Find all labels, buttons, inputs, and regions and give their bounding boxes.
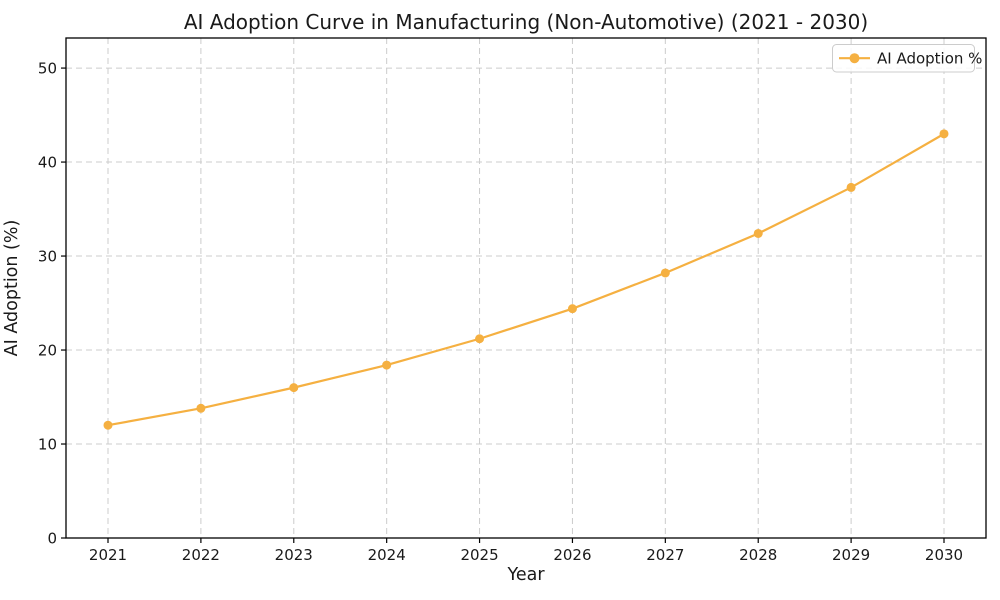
data-point (196, 403, 206, 413)
data-point (103, 420, 113, 430)
data-point (289, 383, 299, 393)
x-tick-label: 2027 (646, 546, 684, 564)
x-tick-label: 2024 (368, 546, 406, 564)
data-point (846, 182, 856, 192)
y-tick-label: 30 (38, 248, 57, 266)
y-tick-label: 50 (38, 60, 57, 78)
x-tick-label: 2025 (460, 546, 498, 564)
y-tick-label: 10 (38, 436, 57, 454)
x-tick-label: 2023 (275, 546, 313, 564)
x-tick-label: 2026 (553, 546, 591, 564)
legend-marker-icon (849, 53, 860, 64)
chart-title: AI Adoption Curve in Manufacturing (Non-… (184, 10, 868, 34)
x-tick-label: 2022 (182, 546, 220, 564)
legend-label: AI Adoption % (877, 50, 982, 68)
x-tick-label: 2028 (739, 546, 777, 564)
data-line (106, 132, 946, 427)
y-tick-label: 20 (38, 342, 57, 360)
x-tick-label: 2029 (832, 546, 870, 564)
plot-area: 2021 2022 2023 2024 2025 2026 2027 2028 2029 2030… (38, 37, 987, 564)
y-tick-label: 40 (38, 154, 57, 172)
legend-box (832, 44, 975, 73)
data-point (382, 360, 392, 370)
y-tick-label: 0 (47, 530, 57, 548)
data-point (567, 304, 577, 314)
x-tick-label: 2021 (89, 546, 127, 564)
legend: AI Adoption % (832, 44, 982, 73)
data-point (753, 228, 763, 238)
data-point (939, 129, 949, 139)
data-point (660, 268, 670, 278)
plot-border (65, 37, 987, 539)
x-axis-label: Year (506, 565, 545, 585)
data-point (475, 334, 485, 344)
x-tick-label: 2030 (925, 546, 963, 564)
y-axis-label: AI Adoption (%) (2, 220, 22, 357)
